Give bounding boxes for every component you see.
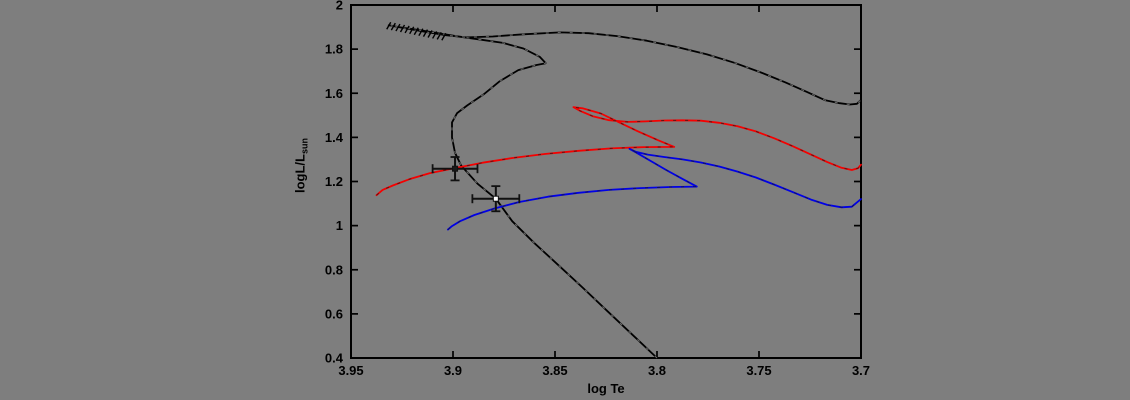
track-hatch-stroke (441, 32, 447, 41)
track-hatch-stroke (399, 24, 406, 33)
track-hatch-stroke (409, 26, 415, 35)
track-hatch-stroke (395, 23, 401, 32)
track-hatch-stroke (418, 28, 424, 37)
track-hatch-stroke (436, 32, 442, 40)
axes-border (350, 4, 862, 359)
x-tick-label: 3.85 (542, 363, 567, 378)
track-hatch-stroke (427, 30, 433, 38)
x-tick-label: 3.8 (648, 363, 666, 378)
x-tick-label: 3.95 (338, 363, 363, 378)
y-tick-label: 2 (336, 0, 343, 13)
track-hatch-stroke (404, 25, 410, 34)
track-hatch-stroke (413, 27, 419, 36)
y-tick-label: 1.8 (325, 42, 343, 57)
y-tick-label: 1.4 (325, 130, 344, 145)
y-tick-label: 1.2 (325, 174, 343, 189)
error-bar-2-marker (492, 195, 499, 202)
y-axis-title-main: logL/L (292, 154, 308, 193)
black-evolution-track-speckle (388, 24, 862, 359)
x-tick-label: 3.7 (852, 363, 870, 378)
y-tick-label: 1 (336, 218, 343, 233)
y-tick-label: 0.6 (325, 306, 343, 321)
y-tick-label: 0.8 (325, 262, 343, 277)
x-axis-title: log Te (587, 381, 625, 396)
track-hatch-stroke (422, 29, 429, 37)
track-hatch-stroke (386, 21, 392, 30)
red-evolution-track (375, 106, 862, 197)
red-evolution-track-speckle (376, 106, 862, 196)
blue-evolution-track-speckle (447, 148, 862, 230)
x-tick-label: 3.9 (444, 363, 462, 378)
error-bar-1-marker (452, 165, 459, 172)
track-hatch-stroke (432, 31, 438, 39)
y-tick-label: 0.4 (325, 351, 344, 366)
track-hatch-stroke (390, 22, 396, 31)
y-axis-title-sub: sun (299, 137, 310, 154)
x-tick-label: 3.75 (746, 363, 771, 378)
y-tick-label: 1.6 (325, 86, 343, 101)
